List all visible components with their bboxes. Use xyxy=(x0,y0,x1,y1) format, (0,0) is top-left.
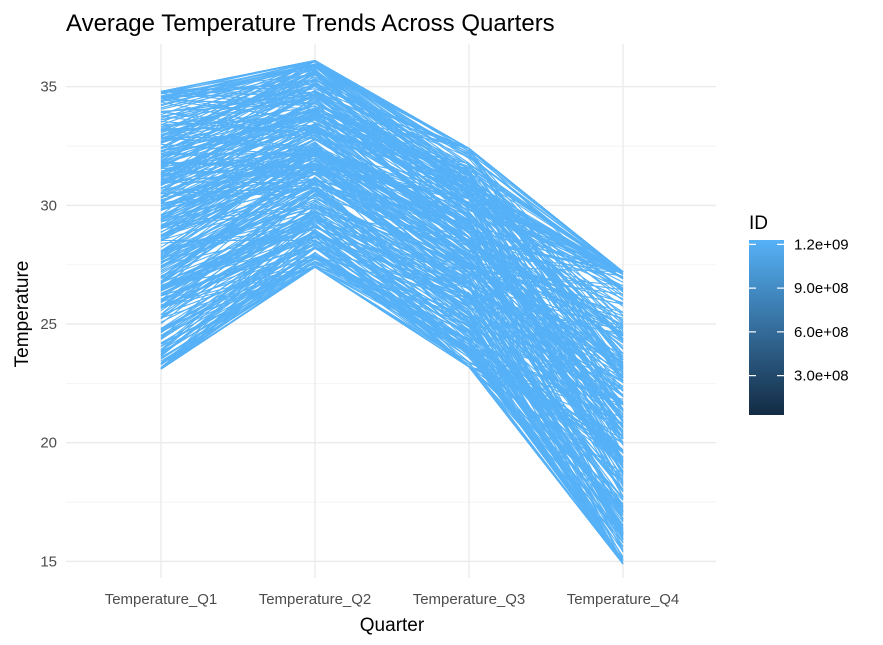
series-line xyxy=(160,89,624,273)
series-line xyxy=(160,165,624,273)
series-line xyxy=(160,138,624,446)
series-line xyxy=(160,244,624,565)
series-line xyxy=(160,128,624,279)
series-line xyxy=(160,266,624,565)
legend-title: ID xyxy=(749,213,768,234)
series-line xyxy=(160,144,624,321)
series-line xyxy=(160,219,624,510)
x-axis-title: Quarter xyxy=(360,615,425,636)
series-line xyxy=(160,64,624,342)
legend: ID 1.2e+09 9.0e+08 6.0e+08 3.0e+08 xyxy=(749,213,849,415)
y-tick-label: 20 xyxy=(40,435,57,452)
series-line xyxy=(160,235,624,565)
series-line xyxy=(160,190,624,565)
x-tick-label: Temperature_Q4 xyxy=(567,591,680,608)
series-line xyxy=(160,101,624,273)
series-line xyxy=(160,204,624,507)
legend-ticks: 1.2e+09 9.0e+08 6.0e+08 3.0e+08 xyxy=(749,236,849,385)
y-tick-label: 35 xyxy=(40,79,57,96)
series-lines xyxy=(160,59,624,565)
series-line xyxy=(160,68,624,423)
series-line xyxy=(160,223,624,508)
x-tick-label: Temperature_Q2 xyxy=(259,591,372,608)
series-line xyxy=(160,256,624,498)
series-line xyxy=(160,215,624,354)
series-line xyxy=(160,254,624,403)
series-line xyxy=(160,229,624,565)
series-line xyxy=(160,261,624,565)
series-line xyxy=(160,187,624,539)
series-line xyxy=(160,146,624,314)
series-line xyxy=(160,236,624,537)
legend-colorbar xyxy=(749,240,784,415)
y-tick-label: 25 xyxy=(40,316,57,333)
series-line xyxy=(160,190,624,509)
series-line xyxy=(160,180,624,438)
series-line xyxy=(160,110,624,482)
legend-tick-label: 9.0e+08 xyxy=(794,280,849,297)
series-line xyxy=(160,221,624,396)
series-line xyxy=(160,195,624,389)
series-line xyxy=(160,192,624,391)
series-line xyxy=(160,132,624,273)
series-line xyxy=(160,150,624,304)
legend-tick-label: 1.2e+09 xyxy=(794,236,849,253)
series-line xyxy=(160,59,624,384)
series-line xyxy=(160,69,624,361)
y-tick-label: 30 xyxy=(40,197,57,214)
series-line xyxy=(160,184,624,454)
series-line xyxy=(160,96,624,287)
series-line xyxy=(160,264,624,565)
x-tick-label: Temperature_Q3 xyxy=(413,591,526,608)
series-line xyxy=(160,124,624,366)
series-line xyxy=(160,126,624,377)
y-axis-title: Temperature xyxy=(12,261,33,368)
series-line xyxy=(160,96,624,273)
series-line xyxy=(160,257,624,501)
series-line xyxy=(160,148,624,438)
series-line xyxy=(160,91,624,273)
series-line xyxy=(160,251,624,565)
y-axis-ticks: 15 20 25 30 35 xyxy=(40,79,57,571)
series-line xyxy=(160,187,624,519)
series-line xyxy=(160,83,624,273)
series-line xyxy=(160,142,624,505)
series-line xyxy=(160,149,624,536)
series-line xyxy=(160,237,624,409)
series-line xyxy=(160,186,624,375)
y-tick-label: 15 xyxy=(40,553,57,570)
series-line xyxy=(160,199,624,508)
legend-tick-label: 6.0e+08 xyxy=(794,324,849,341)
legend-tick-label: 3.0e+08 xyxy=(794,368,849,385)
series-line xyxy=(160,173,624,437)
x-axis-ticks: Temperature_Q1 Temperature_Q2 Temperature_… xyxy=(105,591,680,608)
chart-title: Average Temperature Trends Across Quarte… xyxy=(66,10,555,37)
series-line xyxy=(160,215,624,529)
x-tick-label: Temperature_Q1 xyxy=(105,591,218,608)
series-line xyxy=(160,146,624,473)
series-line xyxy=(160,184,624,406)
series-line xyxy=(160,60,624,381)
